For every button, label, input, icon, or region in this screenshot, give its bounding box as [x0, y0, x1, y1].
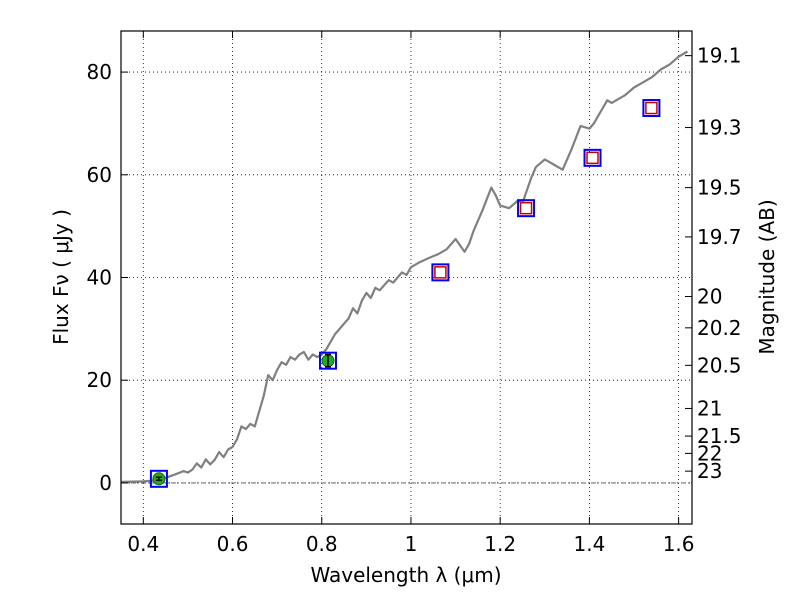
magnitude-tick-label: 21.5 [697, 424, 742, 448]
y-tick-label: 0 [99, 471, 112, 495]
x-tick-label: 1.2 [484, 532, 516, 556]
y-tick-label: 80 [87, 60, 112, 84]
x-tick-label: 0.4 [127, 532, 159, 556]
grid-lines [121, 31, 692, 524]
magnitude-tick-label: 19.1 [697, 44, 742, 68]
spectrum-line [120, 50, 689, 483]
predicted-flux-square [519, 201, 533, 215]
x-tick-label: 1 [405, 532, 418, 556]
model-flux-square [642, 99, 661, 118]
y-axis-label: Flux Fν ( μJy ) [49, 209, 73, 345]
model-flux-square [431, 263, 450, 282]
y-tick-label: 40 [87, 266, 112, 290]
magnitude-tick-label: 19.7 [697, 225, 742, 249]
x-tick-label: 0.6 [217, 532, 249, 556]
y-tick-label: 20 [87, 368, 112, 392]
magnitude-tick-label: 21 [697, 396, 722, 420]
x-tick-label: 1.4 [573, 532, 605, 556]
model-flux-square [149, 469, 168, 488]
magnitude-tick-label: 23 [697, 459, 722, 483]
model-flux-square [583, 148, 602, 167]
predicted-flux-square [434, 266, 447, 279]
photometry-markers [149, 99, 661, 488]
magnitude-tick-label: 22 [697, 441, 722, 465]
y-axis-right-label: Magnitude (AB) [755, 199, 779, 354]
predicted-flux-square [586, 151, 599, 165]
x-tick-label: 0.8 [306, 532, 338, 556]
magnitude-tick-label: 20 [697, 285, 722, 309]
axis-ticks: 0.4 0.6 0.8 1 1.2 1.4 1.6 0 20 40 60 80 19.1 19.3 19.5… [87, 31, 742, 556]
y-tick-label: 60 [87, 163, 112, 187]
magnitude-tick-label: 20.5 [697, 353, 742, 377]
x-tick-label: 1.6 [663, 532, 695, 556]
x-axis-label: Wavelength λ (μm) [310, 563, 501, 587]
spectrum-layer [120, 50, 692, 484]
model-flux-square [318, 351, 337, 370]
predicted-flux-square [645, 101, 658, 115]
magnitude-tick-label: 20.2 [697, 316, 742, 340]
model-flux-square [517, 199, 536, 218]
magnitude-tick-label: 19.3 [697, 116, 742, 140]
magnitude-tick-label: 19.5 [697, 176, 742, 200]
plot-frame [120, 30, 693, 525]
